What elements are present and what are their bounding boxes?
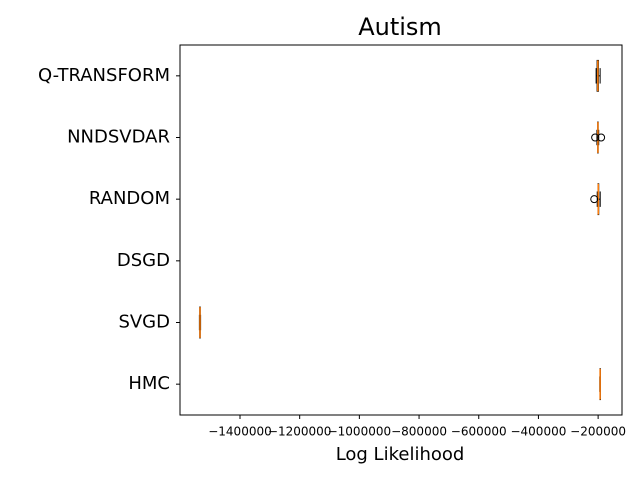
y-tick-label: DSGD xyxy=(117,250,170,271)
y-tick-label: NNDSVDAR xyxy=(67,127,170,148)
x-tick-label: −400000 xyxy=(510,425,566,439)
y-tick-label: RANDOM xyxy=(89,188,170,209)
flier xyxy=(591,133,600,142)
plot-frame xyxy=(179,44,623,416)
flier xyxy=(597,133,606,142)
flier xyxy=(590,195,599,204)
chart-title: Autism xyxy=(358,13,442,41)
x-axis-label: Log Likelihood xyxy=(336,444,465,465)
x-tick-label: −1400000 xyxy=(208,425,272,439)
x-tick-label: −800000 xyxy=(391,425,447,439)
x-tick-label: −200000 xyxy=(570,425,626,439)
y-tick-label: SVGD xyxy=(118,312,170,333)
y-tick-label: HMC xyxy=(128,373,170,394)
x-tick-label: −600000 xyxy=(451,425,507,439)
x-tick-label: −1000000 xyxy=(328,425,392,439)
y-tick-label: Q-TRANSFORM xyxy=(38,65,170,86)
x-tick-label: −1200000 xyxy=(268,425,332,439)
